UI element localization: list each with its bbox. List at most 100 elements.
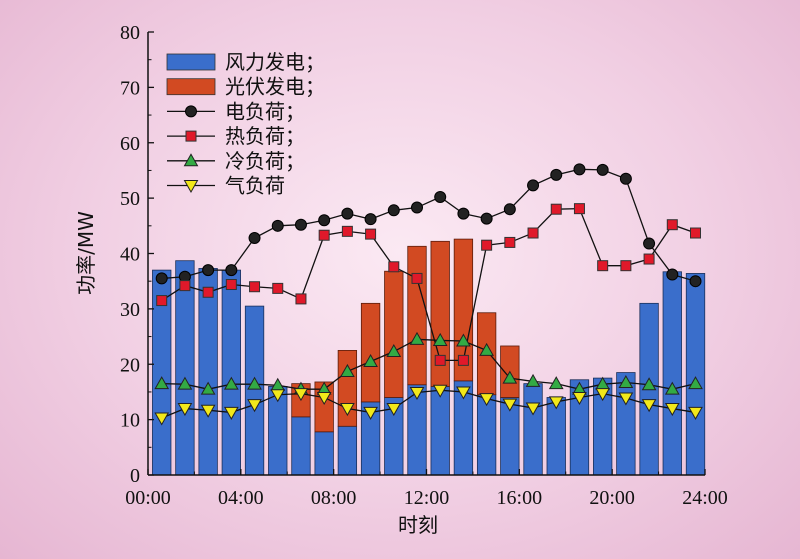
data-point <box>503 203 516 216</box>
y-tick-label: 40 <box>120 244 140 266</box>
wind-bar <box>221 269 241 476</box>
series-0 <box>155 163 702 288</box>
data-point <box>596 163 609 176</box>
data-point <box>154 412 170 426</box>
wind-bar <box>685 273 706 476</box>
data-point <box>248 231 261 244</box>
data-point <box>271 219 284 232</box>
data-point <box>225 279 237 291</box>
y-tick-label: 50 <box>120 188 140 210</box>
legend-item: 风力发电； <box>166 50 325 74</box>
data-point <box>225 264 238 277</box>
wind-bar <box>175 260 195 476</box>
legend-item: 气负荷 <box>167 174 285 198</box>
data-point <box>502 398 518 412</box>
data-point <box>572 391 587 405</box>
data-point <box>340 363 355 377</box>
data-point <box>247 376 262 390</box>
wind-bar <box>198 268 218 476</box>
data-point <box>409 386 425 401</box>
data-point <box>363 406 378 420</box>
series-line <box>161 338 696 390</box>
data-point <box>364 213 377 226</box>
y-tick-label: 80 <box>120 22 140 44</box>
data-point <box>664 381 680 395</box>
data-point <box>316 391 332 405</box>
data-point <box>365 228 377 240</box>
legend-label: 电负荷； <box>225 99 305 123</box>
data-point <box>456 333 471 347</box>
data-point <box>432 384 448 398</box>
data-point <box>619 172 632 185</box>
data-point <box>340 403 355 417</box>
data-point <box>177 376 193 390</box>
data-point <box>295 293 307 305</box>
x-axis-title: 时刻 <box>398 513 438 537</box>
data-point <box>641 377 657 391</box>
data-point <box>247 399 262 413</box>
x-tick-label: 04:00 <box>218 487 264 509</box>
data-point <box>457 354 469 366</box>
legend-item: 冷负荷； <box>167 149 305 173</box>
data-point <box>550 168 563 181</box>
data-point <box>411 201 423 214</box>
y-tick-label: 30 <box>120 299 140 321</box>
data-point <box>434 191 447 204</box>
data-point <box>202 264 215 277</box>
data-point <box>550 203 562 215</box>
legend-marker <box>183 180 199 194</box>
data-point <box>479 393 494 407</box>
data-point <box>527 227 539 239</box>
wind-bar <box>337 425 358 476</box>
x-tick-label: 20:00 <box>589 487 635 509</box>
data-point <box>643 253 655 265</box>
data-point <box>595 388 611 402</box>
legend-marker <box>185 105 197 118</box>
data-point <box>341 225 353 237</box>
data-point <box>272 282 284 294</box>
legend-item: 热负荷； <box>167 124 305 148</box>
legend-marker <box>185 130 197 142</box>
legend-item: 电负荷； <box>167 99 305 123</box>
data-point <box>504 236 516 248</box>
data-point <box>688 406 703 420</box>
legend-label: 气负荷 <box>225 174 285 198</box>
data-point <box>223 406 239 420</box>
data-point <box>573 203 585 215</box>
data-point <box>386 403 402 417</box>
data-point <box>690 227 701 239</box>
data-point <box>525 373 541 387</box>
legend-swatch <box>166 53 216 71</box>
data-point <box>456 386 471 400</box>
data-point <box>179 280 191 292</box>
data-point <box>387 204 400 217</box>
wind-bar <box>476 394 497 476</box>
data-point <box>666 219 678 231</box>
data-point <box>363 353 378 367</box>
data-point <box>294 218 307 231</box>
data-point <box>154 376 170 390</box>
series-1 <box>156 203 701 366</box>
data-point <box>432 332 448 346</box>
series-3 <box>154 384 703 426</box>
data-point <box>270 389 286 403</box>
legend-label: 热负荷； <box>225 124 305 148</box>
data-point <box>664 403 680 417</box>
data-point <box>293 388 309 402</box>
data-point <box>643 237 656 250</box>
data-point <box>502 370 518 384</box>
data-point <box>618 392 634 406</box>
data-point <box>479 342 494 356</box>
wind-bar <box>430 385 450 476</box>
series-line <box>161 389 696 419</box>
x-tick-label: 00:00 <box>125 487 171 509</box>
data-point <box>527 179 540 192</box>
data-point <box>318 229 330 241</box>
wind-bar <box>291 416 311 476</box>
data-point <box>200 381 216 395</box>
data-point <box>388 261 400 273</box>
legend-label: 风力发电； <box>225 50 325 74</box>
legend-swatch <box>166 78 216 96</box>
x-tick-label: 16:00 <box>497 487 543 509</box>
